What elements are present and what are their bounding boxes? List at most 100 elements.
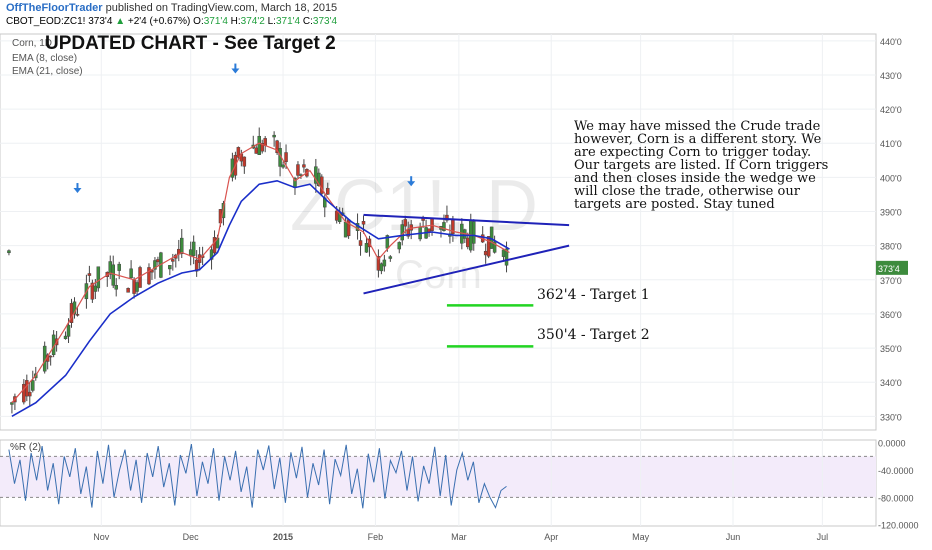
- price-tick-label: 400'0: [880, 173, 902, 183]
- last-price: 373'4: [88, 16, 113, 27]
- candle-body: [25, 380, 29, 397]
- legend-ema8: EMA (8, close): [12, 53, 78, 64]
- watermark-name: Corn: [395, 253, 482, 297]
- candle-body: [326, 187, 330, 195]
- publish-info: published on TradingView.com, March 18, …: [105, 2, 338, 14]
- time-tick-label: Nov: [93, 532, 110, 542]
- wedge-lower-line: [363, 244, 570, 295]
- candle-body: [194, 259, 199, 272]
- candle-body: [284, 152, 288, 163]
- author-link[interactable]: OffTheFloorTrader: [6, 2, 103, 14]
- publish-line: OffTheFloorTrader published on TradingVi…: [6, 2, 337, 14]
- close-label: C:: [302, 16, 313, 27]
- ema21-line: [11, 179, 510, 417]
- candle-body: [320, 176, 324, 194]
- candle-body: [212, 237, 217, 254]
- candle-body: [400, 224, 404, 241]
- candle-body: [209, 249, 214, 260]
- candle-body: [466, 237, 470, 248]
- price-tick-label: 370'0: [880, 276, 902, 286]
- price-tick-label: 380'0: [880, 242, 902, 252]
- candle-body: [66, 324, 71, 337]
- legend-ema21: EMA (21, close): [12, 66, 83, 77]
- candle-body: [254, 147, 258, 154]
- candle-body: [191, 241, 196, 256]
- time-tick-label: Jul: [817, 532, 829, 542]
- candle-body: [403, 219, 407, 227]
- candle-body: [87, 273, 92, 276]
- candle-body: [242, 156, 247, 167]
- price-tick-label: 430'0: [880, 71, 902, 81]
- candle-body: [346, 219, 351, 237]
- candle-body: [96, 266, 101, 289]
- time-tick-label: Mar: [451, 532, 467, 542]
- ema8-line: [11, 142, 510, 404]
- legend-symbol: Corn, 1D: [12, 38, 53, 49]
- low-label: L:: [267, 16, 276, 27]
- price-pane: [0, 33, 877, 431]
- candle-body: [75, 314, 80, 316]
- wr-tick-label: -80.0000: [878, 493, 914, 503]
- candle-body: [358, 240, 363, 246]
- candle-body: [343, 221, 348, 238]
- annotation-note: We may have missed the Crude trade howev…: [574, 119, 829, 212]
- time-tick-label: 2015: [273, 532, 293, 542]
- candle-body: [364, 243, 369, 253]
- candle-body: [150, 269, 154, 273]
- close-value: 373'4: [312, 16, 338, 27]
- high-value: 374'2: [240, 16, 265, 27]
- candle-body: [126, 288, 130, 293]
- annotation-title: UPDATED CHART - See Target 2: [45, 33, 336, 54]
- wr-tick-label: -120.0000: [878, 521, 919, 531]
- candle-body: [28, 391, 32, 397]
- chart-header: OffTheFloorTrader published on TradingVi…: [0, 0, 932, 32]
- candle-body: [489, 226, 494, 249]
- candle-body: [492, 241, 497, 253]
- candle-body: [147, 267, 151, 285]
- down-arrow-icon: [73, 188, 82, 194]
- candle-body: [504, 248, 509, 266]
- grid: [0, 34, 876, 526]
- candle-body: [275, 140, 279, 154]
- candle-body: [168, 265, 172, 270]
- candle-body: [111, 264, 115, 286]
- candle-body: [382, 259, 387, 267]
- open-label: O:: [193, 16, 204, 27]
- candle-body: [501, 249, 506, 257]
- time-tick-label: Apr: [544, 532, 558, 542]
- price-tick-label: 410'0: [880, 139, 902, 149]
- price-tag: [876, 260, 908, 275]
- time-tick-label: May: [632, 532, 650, 542]
- wr-legend: %R (2): [10, 442, 42, 453]
- price-tag-label: 373'4: [878, 264, 900, 274]
- target-1-label: 362'4 - Target 1: [537, 287, 650, 303]
- time-tick-label: Feb: [368, 532, 384, 542]
- candle-body: [379, 263, 384, 272]
- candle-body: [430, 218, 434, 231]
- candle-body: [93, 285, 98, 292]
- target-2-label: 350'4 - Target 2: [537, 327, 650, 343]
- candle-body: [153, 260, 157, 270]
- time-tick-label: Dec: [183, 532, 200, 542]
- candle-body: [156, 259, 160, 263]
- candle-body: [114, 285, 118, 290]
- candle-body: [296, 164, 300, 176]
- price-tick-label: 390'0: [880, 208, 902, 218]
- candle-body: [63, 335, 68, 340]
- candle-body: [7, 250, 11, 254]
- candle-body: [486, 236, 491, 257]
- wedge-upper-line: [363, 213, 570, 227]
- price-tick-label: 340'0: [880, 378, 902, 388]
- candle-body: [180, 237, 184, 255]
- price-tick-label: 420'0: [880, 105, 902, 115]
- wr-line: [8, 444, 507, 509]
- wr-tick-label: -40.0000: [878, 466, 914, 476]
- candle-body: [445, 214, 449, 221]
- low-value: 371'4: [275, 16, 301, 27]
- candle-body: [334, 210, 339, 221]
- down-arrow-icon: [407, 181, 416, 187]
- time-tick-label: Jun: [726, 532, 741, 542]
- candle-body: [72, 301, 77, 315]
- candle-body: [48, 355, 53, 358]
